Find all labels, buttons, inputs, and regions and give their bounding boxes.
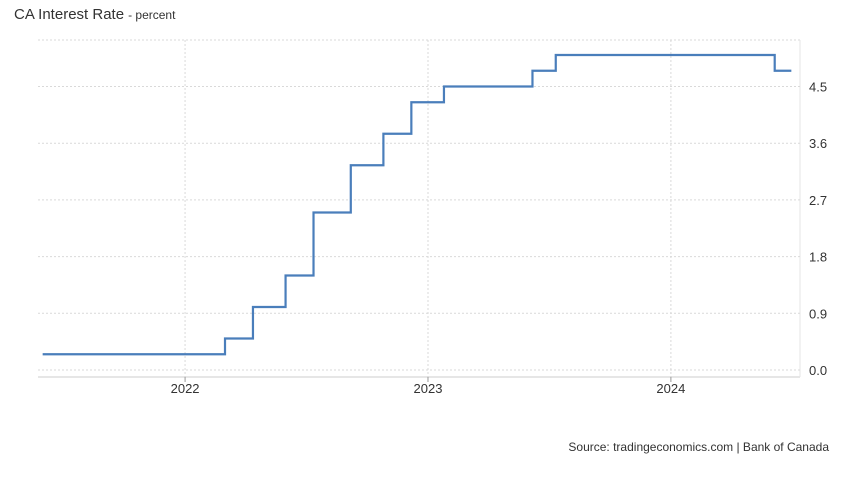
y-tick-label: 0.0 — [809, 363, 827, 378]
chart-subtitle: - percent — [128, 8, 176, 22]
source-note: Source: tradingeconomics.com | Bank of C… — [568, 440, 829, 454]
cutoff-caption — [0, 463, 855, 477]
x-tick-label: 2022 — [171, 381, 200, 396]
rate-series-line — [42, 53, 792, 356]
x-tick-label: 2024 — [656, 381, 685, 396]
y-tick-label: 2.7 — [809, 193, 827, 208]
chart-title: CA Interest Rate - percent — [14, 6, 175, 23]
y-tick-label: 4.5 — [809, 80, 827, 95]
chart-title-text: CA Interest Rate — [14, 6, 125, 23]
y-tick-label: 3.6 — [809, 136, 827, 151]
y-tick-label: 0.9 — [809, 306, 827, 321]
x-tick-label: 2023 — [414, 381, 443, 396]
y-tick-label: 1.8 — [809, 250, 827, 265]
interest-rate-chart: 0.0 0.9 1.8 2.7 3.6 4.5 2022 2023 2024 — [38, 39, 827, 396]
